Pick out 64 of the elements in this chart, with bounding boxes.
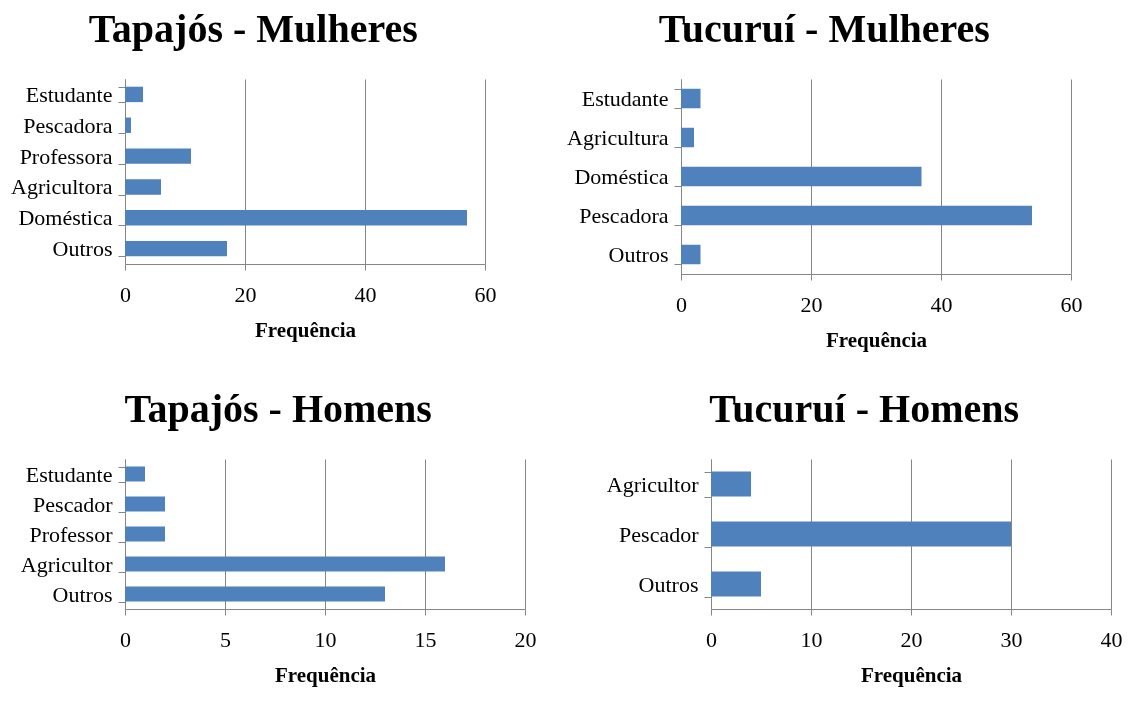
y-tick-label: Pescador [33, 491, 114, 517]
y-tick-label: Agricultora [11, 174, 113, 200]
y-tick-label: Estudante [581, 86, 669, 111]
y-tick-label: Agricultor [606, 471, 700, 497]
bar [125, 466, 145, 482]
bar [711, 571, 761, 597]
chart-title: Tucuruí - Mulheres [658, 6, 990, 51]
x-tick-label: 0 [706, 626, 717, 652]
chart-title: Tapajós - Homens [124, 386, 432, 431]
bar [125, 496, 165, 512]
y-tick-label: Doméstica [574, 164, 669, 189]
y-tick-label: Outros [638, 571, 699, 597]
y-tick-label: Professora [19, 143, 113, 169]
y-tick-label: Estudante [25, 461, 113, 487]
x-tick-label: 40 [1100, 626, 1123, 652]
x-tick-label: 40 [354, 281, 377, 307]
chart-title: Tucuruí - Homens [709, 386, 1020, 431]
x-tick-label: 30 [1000, 626, 1023, 652]
x-tick-label: 60 [474, 281, 497, 307]
x-tick-label: 20 [234, 281, 257, 307]
x-tick-label: 15 [414, 626, 437, 652]
x-tick-label: 60 [1060, 291, 1083, 317]
x-tick-label: 10 [800, 626, 823, 652]
x-tick-label: 10 [314, 626, 337, 652]
x-axis-title: Frequência [274, 662, 377, 687]
bar [125, 526, 165, 542]
y-tick-label: Professor [29, 521, 114, 547]
bar [681, 127, 694, 148]
bar [125, 117, 131, 133]
bar [125, 586, 385, 602]
bar [125, 210, 467, 226]
y-tick-label: Estudante [25, 81, 113, 107]
x-axis-title: Frequência [254, 317, 357, 342]
bar [125, 240, 227, 257]
x-tick-label: 40 [930, 291, 953, 317]
bar [711, 521, 1011, 547]
x-tick-label: 20 [900, 626, 923, 652]
bar [125, 148, 191, 164]
y-tick-label: Agricultura [567, 125, 669, 150]
y-tick-label: Pescadora [579, 203, 669, 228]
y-tick-label: Outros [52, 581, 113, 607]
y-tick-label: Pescador [619, 521, 700, 547]
y-tick-label: Doméstica [18, 205, 113, 231]
x-tick-label: 5 [220, 626, 231, 652]
bar [681, 166, 922, 187]
x-tick-label: 20 [800, 291, 823, 317]
x-tick-label: 0 [676, 291, 687, 317]
y-tick-label: Agricultor [20, 551, 114, 577]
y-tick-label: Pescadora [23, 112, 113, 138]
y-tick-label: Outros [52, 236, 113, 262]
bar [681, 205, 1032, 226]
bar [711, 471, 751, 497]
chart-title: Tapajós - Mulheres [88, 6, 418, 51]
bar [681, 244, 701, 265]
x-tick-label: 20 [514, 626, 537, 652]
bar [125, 179, 161, 195]
bar [681, 88, 701, 109]
x-tick-label: 0 [120, 281, 131, 307]
bar [125, 556, 445, 572]
y-tick-label: Outros [608, 242, 669, 267]
x-tick-label: 0 [120, 626, 131, 652]
bar [125, 86, 143, 103]
x-axis-title: Frequência [860, 662, 963, 687]
x-axis-title: Frequência [825, 327, 928, 352]
